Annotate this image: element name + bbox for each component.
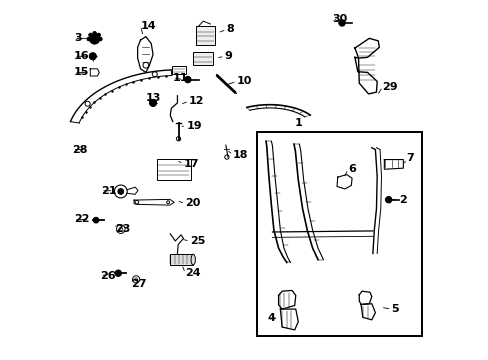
Bar	[196, 26, 214, 45]
Text: 18: 18	[233, 150, 248, 160]
Bar	[156, 159, 190, 180]
Text: 27: 27	[131, 279, 147, 289]
Text: 1: 1	[294, 118, 302, 128]
Circle shape	[149, 99, 156, 107]
Text: 9: 9	[224, 51, 232, 61]
Circle shape	[91, 36, 98, 42]
Text: 3: 3	[74, 33, 81, 43]
Text: 7: 7	[405, 153, 413, 163]
Text: 6: 6	[348, 164, 356, 174]
Circle shape	[97, 33, 100, 37]
Text: 19: 19	[186, 121, 202, 131]
Bar	[257, 132, 421, 336]
Text: 4: 4	[267, 313, 275, 323]
Text: 24: 24	[185, 268, 201, 278]
Circle shape	[93, 32, 96, 35]
Circle shape	[88, 33, 92, 37]
Text: 12: 12	[188, 96, 204, 106]
Circle shape	[115, 270, 121, 276]
Text: 20: 20	[185, 198, 200, 208]
Text: 15: 15	[74, 67, 89, 77]
Text: 5: 5	[391, 304, 398, 314]
Text: 29: 29	[382, 82, 397, 92]
Circle shape	[184, 76, 191, 83]
Text: 2: 2	[398, 195, 406, 205]
Text: 22: 22	[74, 215, 89, 224]
Circle shape	[385, 197, 391, 203]
Ellipse shape	[191, 254, 195, 265]
Text: 30: 30	[332, 14, 347, 24]
Circle shape	[338, 20, 345, 26]
Text: 10: 10	[236, 76, 251, 86]
Circle shape	[89, 53, 96, 60]
Circle shape	[89, 34, 100, 44]
Bar	[193, 51, 212, 65]
Text: 11: 11	[172, 73, 188, 83]
Text: 23: 23	[115, 224, 130, 234]
Text: 8: 8	[226, 24, 234, 35]
Text: 28: 28	[72, 144, 88, 154]
Text: 14: 14	[140, 21, 156, 31]
Bar	[172, 66, 186, 74]
Circle shape	[118, 189, 123, 194]
Bar	[257, 132, 421, 336]
Bar	[169, 254, 193, 265]
Text: 13: 13	[145, 93, 161, 103]
Circle shape	[87, 37, 90, 41]
Circle shape	[93, 217, 99, 223]
Text: 26: 26	[100, 271, 116, 281]
Text: 16: 16	[74, 51, 90, 61]
Text: 21: 21	[101, 186, 116, 196]
Text: 25: 25	[190, 236, 205, 246]
Text: 17: 17	[183, 159, 199, 169]
Circle shape	[99, 37, 102, 41]
